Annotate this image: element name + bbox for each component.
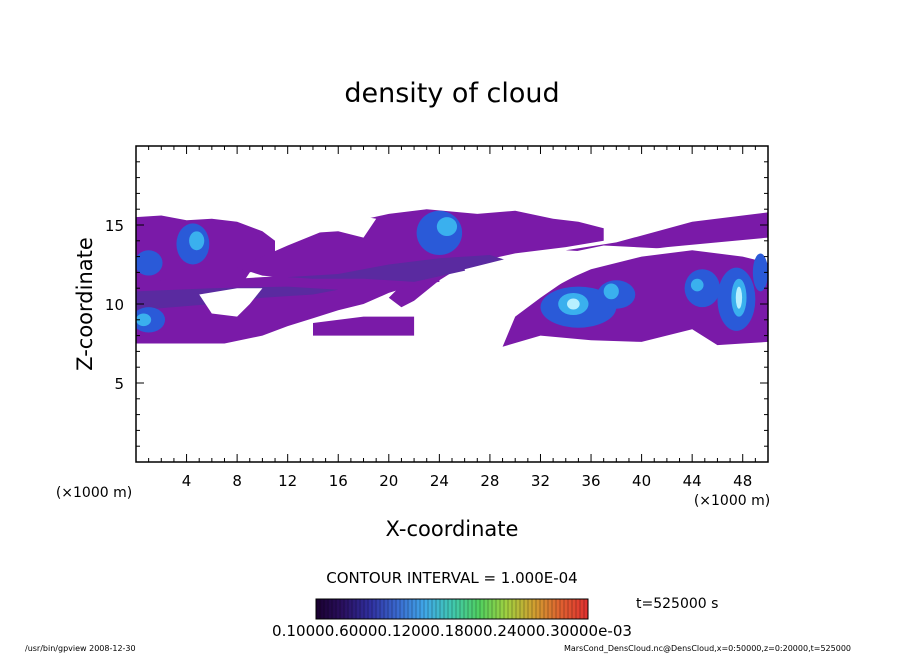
y-unit-label: (×1000 m) (56, 485, 132, 501)
x-tick-label: 32 (531, 472, 550, 490)
x-tick-label: 8 (232, 472, 242, 490)
y-tick-label: 10 (105, 296, 124, 314)
density-peak (752, 253, 768, 292)
x-tick-label: 40 (632, 472, 651, 490)
x-tick-label: 12 (278, 472, 297, 490)
x-tick-label: 4 (182, 472, 192, 490)
density-peak (136, 313, 152, 327)
density-peak (690, 278, 704, 292)
cloud-density-field (136, 209, 768, 347)
axis-ticks (136, 146, 768, 462)
x-tick-label: 36 (581, 472, 600, 490)
upper-right-band (565, 212, 768, 254)
x-axis-label: X-coordinate (386, 517, 519, 541)
colorbar-frame (315, 598, 589, 620)
density-peak (735, 286, 743, 309)
contour-interval-label: CONTOUR INTERVAL = 1.000E-04 (326, 569, 577, 587)
footer-right: MarsCond_DensCloud.nc@DensCloud,x=0:5000… (564, 644, 851, 653)
density-peak (416, 210, 463, 256)
inner-dark-band (287, 255, 516, 282)
time-label: t=525000 s (636, 596, 718, 612)
y-tick-label: 5 (114, 375, 124, 393)
clear-gap (300, 212, 377, 238)
density-peak (603, 283, 619, 300)
density-peak (189, 231, 205, 251)
clear-gap (464, 244, 693, 316)
colorbar-tick-labels: 0.10000.60000.12000.18000.24000.30000e-0… (272, 622, 632, 640)
density-peak (136, 250, 163, 276)
colorbar (316, 599, 588, 619)
lower-patch (313, 316, 415, 336)
y-axis-label: Z-coordinate (73, 237, 97, 371)
density-peak (567, 298, 580, 310)
x-tick-label: 24 (430, 472, 449, 490)
x-tick-label: 28 (480, 472, 499, 490)
lower-left-band (136, 267, 440, 344)
chart-title: density of cloud (344, 78, 559, 109)
x-tick-labels: 4 8 12 16 20 24 28 32 36 40 44 48 (182, 472, 752, 490)
y-tick-labels: 5 10 15 (105, 217, 124, 393)
footer-left: /usr/bin/gpview 2008-12-30 (25, 644, 136, 653)
density-peak (436, 217, 458, 237)
x-tick-label: 44 (683, 472, 702, 490)
y-tick-label: 15 (105, 217, 124, 235)
x-tick-label: 48 (733, 472, 752, 490)
x-tick-label: 16 (329, 472, 348, 490)
x-unit-label: (×1000 m) (694, 493, 770, 509)
x-tick-label: 20 (379, 472, 398, 490)
clear-gap (199, 288, 263, 317)
